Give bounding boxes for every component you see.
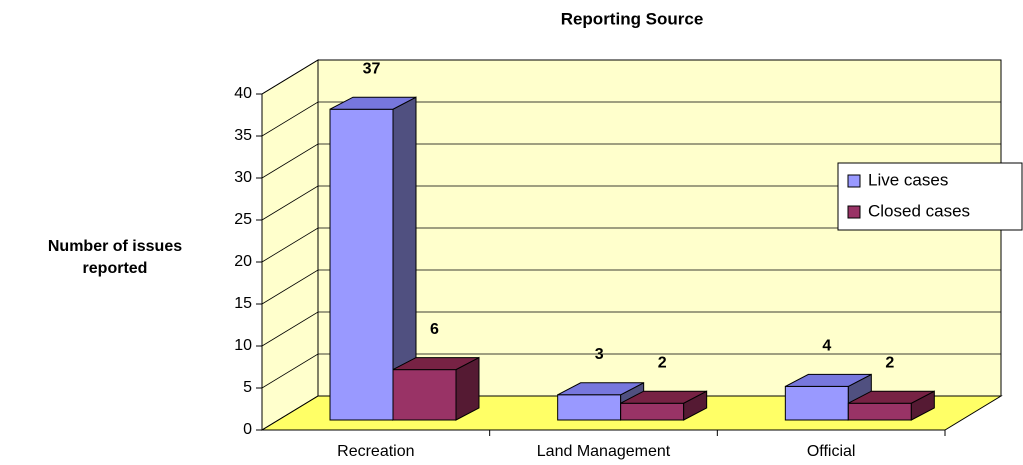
legend-label: Closed cases: [868, 201, 970, 220]
legend-label: Live cases: [868, 170, 948, 189]
grid-line: [261, 311, 1001, 347]
data-label: 2: [658, 354, 667, 371]
y-tick-label: 5: [243, 379, 252, 396]
bar-face: [392, 357, 480, 371]
bar-face: [620, 390, 707, 404]
y-tick-label: 35: [234, 127, 252, 144]
y-tick-label: 0: [243, 421, 252, 438]
bar: [620, 390, 708, 421]
data-label: 2: [885, 354, 894, 371]
legend-swatch: [847, 205, 861, 219]
y-axis-label: Number of issues reported: [47, 238, 183, 277]
bar-face: [329, 96, 417, 110]
data-label: 3: [595, 346, 604, 363]
y-tick-label: 15: [234, 295, 252, 312]
bar-face: [557, 394, 622, 421]
bar-face: [785, 373, 872, 387]
bar-face: [329, 108, 394, 421]
x-tick-label: Land Management: [537, 443, 671, 460]
y-tick-label: 30: [234, 169, 252, 186]
bar: [329, 96, 417, 421]
data-label: 4: [822, 338, 831, 355]
grid-line: [261, 185, 1001, 221]
bar: [784, 373, 872, 421]
y-tick-label: 25: [234, 211, 252, 228]
bar-face: [620, 402, 685, 421]
x-tick-label: Recreation: [337, 443, 414, 460]
bar-face: [784, 385, 849, 421]
y-tick-label: 40: [234, 85, 252, 102]
bar-face: [847, 402, 912, 421]
y-tick-label: 10: [234, 337, 252, 354]
x-tick-label: Official: [807, 443, 856, 460]
bar: [847, 390, 935, 421]
bar: [392, 356, 480, 421]
grid-line: [261, 143, 1001, 179]
grid-line: [261, 353, 1001, 389]
grid-line: [261, 227, 1001, 263]
grid-line: [261, 101, 1001, 137]
legend-box: [837, 162, 1023, 231]
legend-swatch: [847, 174, 861, 188]
grid-line: [261, 59, 1001, 95]
grid-line: [261, 395, 1001, 431]
bar-face: [848, 390, 935, 404]
data-label: 37: [363, 60, 381, 77]
bar-face: [557, 382, 644, 396]
bar-face: [392, 369, 457, 421]
chart-title: Reporting Source: [561, 9, 704, 28]
data-label: 6: [430, 321, 439, 338]
grid-line: [261, 269, 1001, 305]
y-tick-label: 20: [234, 253, 252, 270]
